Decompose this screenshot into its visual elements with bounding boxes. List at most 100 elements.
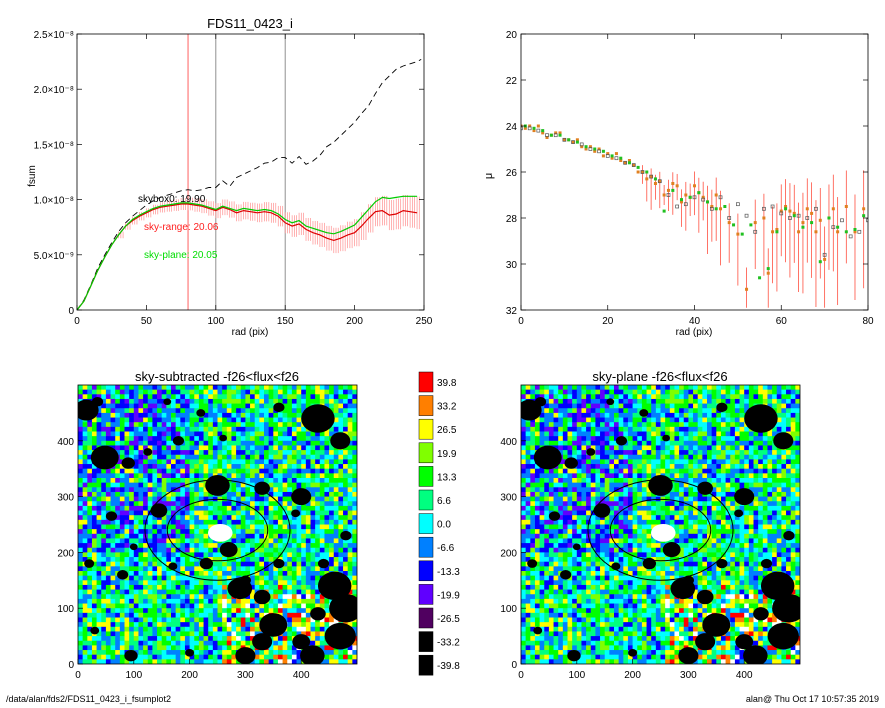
map-pixel	[180, 622, 186, 628]
map-pixel	[254, 491, 260, 497]
map-pixel	[720, 426, 726, 432]
map-pixel	[189, 417, 195, 423]
map-pixel	[319, 385, 325, 390]
map-pixel	[161, 464, 167, 469]
map-pixel	[707, 417, 712, 423]
map-pixel	[189, 640, 195, 646]
mu-point-black	[866, 218, 868, 223]
map-pixel	[291, 422, 297, 428]
map-pixel	[129, 598, 135, 604]
map-pixel	[250, 487, 255, 493]
map-pixel	[632, 426, 638, 432]
map-pixel	[115, 510, 121, 516]
map-pixel	[273, 412, 279, 418]
map-pixel	[600, 440, 605, 446]
map-pixel	[305, 566, 311, 572]
map-pixel	[96, 510, 102, 516]
map-pixel	[324, 445, 330, 451]
map-pixel	[138, 533, 144, 539]
map-pixel	[240, 622, 246, 628]
map-pixel	[166, 617, 172, 623]
map-pixel	[329, 482, 335, 488]
map-pixel	[790, 394, 796, 400]
map-pixel	[319, 603, 325, 609]
map-pixel	[161, 403, 167, 409]
map-pixel	[716, 440, 722, 446]
map-pixel	[96, 636, 102, 642]
mu-point-orange	[528, 124, 532, 128]
map-pixel	[623, 403, 629, 409]
map-pixel	[282, 654, 288, 660]
map-pixel	[254, 584, 260, 590]
map-pixel	[189, 561, 195, 567]
map-pixel	[78, 454, 83, 460]
map-pixel	[82, 524, 88, 530]
map-pixel	[343, 482, 348, 488]
map-pixel	[91, 659, 97, 664]
map-pixel	[674, 431, 680, 437]
map-pixel	[147, 529, 153, 535]
map-pixel	[91, 622, 97, 628]
map-pixel	[259, 529, 265, 535]
map-pixel	[781, 417, 787, 423]
map-pixel	[124, 617, 130, 623]
map-pixel	[119, 659, 125, 664]
map-pixel	[231, 640, 237, 646]
map-pixel	[119, 524, 125, 530]
map-pixel	[222, 584, 228, 590]
map-pixel	[82, 557, 88, 562]
map-pixel	[133, 529, 139, 535]
map-pixel	[333, 422, 339, 428]
map-pixel	[119, 557, 125, 562]
map-pixel	[291, 487, 297, 493]
map-pixel	[614, 417, 619, 423]
map-pixel	[627, 408, 633, 414]
map-pixel	[277, 636, 283, 642]
map-pixel	[152, 617, 158, 623]
map-pixel	[264, 501, 269, 507]
map-pixel	[697, 408, 703, 414]
map-pixel	[296, 529, 302, 535]
map-pixel	[175, 515, 181, 521]
map-pixel	[748, 440, 754, 446]
map-pixel	[222, 403, 228, 409]
map-pixel	[194, 566, 200, 572]
map-pixel	[101, 524, 107, 530]
map-pixel	[259, 385, 265, 390]
map-pixel	[651, 417, 657, 423]
map-pixel	[119, 431, 125, 437]
map-pixel	[180, 403, 186, 409]
map-pixel	[525, 431, 531, 437]
map-pixel	[119, 645, 125, 651]
map-pixel	[236, 608, 242, 614]
map-pixel	[539, 417, 545, 423]
map-pixel	[282, 575, 288, 581]
map-pixel	[166, 440, 172, 446]
mu-point-orange	[562, 138, 566, 142]
map-pixel	[138, 473, 144, 479]
map-pixel	[231, 654, 237, 660]
map-pixel	[240, 491, 246, 497]
map-pixel	[231, 561, 237, 567]
map-pixel	[240, 431, 246, 437]
map-pixel	[347, 510, 353, 516]
map-pixel	[250, 575, 255, 581]
mu-point-black	[553, 133, 558, 138]
map-pixel	[287, 515, 293, 521]
map-pixel	[157, 464, 162, 469]
map-pixel	[245, 622, 251, 628]
map-pixel	[301, 622, 307, 628]
map-pixel	[184, 529, 190, 535]
mu-point-green	[732, 223, 736, 227]
map-pixel	[115, 450, 121, 456]
map-pixel	[268, 547, 274, 553]
map-pixel	[198, 547, 204, 553]
map-pixel	[553, 422, 559, 428]
map-pixel	[212, 436, 218, 442]
map-pixel	[282, 459, 288, 465]
map-pixel	[175, 398, 181, 404]
map-pixel	[222, 603, 228, 609]
map-pixel	[273, 524, 279, 530]
y-tick-label: 0	[68, 660, 74, 671]
map-pixel	[129, 487, 135, 493]
